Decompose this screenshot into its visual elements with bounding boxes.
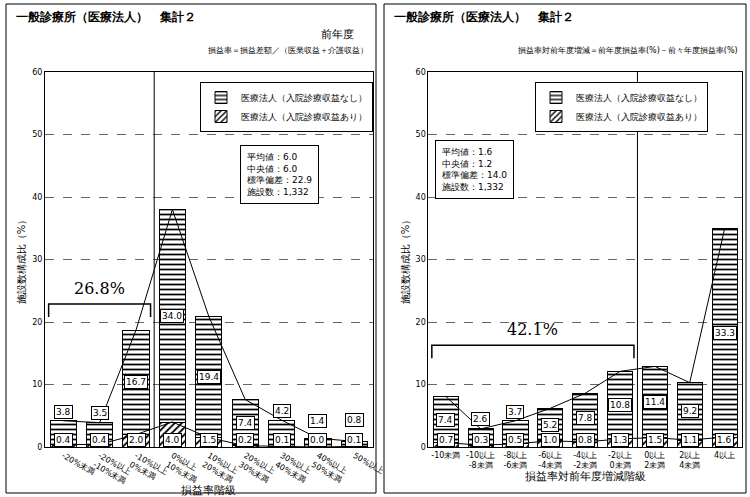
svg-text:34.0: 34.0: [162, 311, 182, 321]
svg-text:1.5: 1.5: [202, 435, 216, 445]
svg-text:0.1: 0.1: [347, 435, 361, 445]
svg-text:40: 40: [32, 193, 42, 202]
svg-text:50%以上: 50%以上: [351, 451, 385, 476]
svg-text:30: 30: [416, 255, 426, 264]
svg-text:30: 30: [32, 255, 42, 264]
svg-text:3.8: 3.8: [56, 407, 71, 417]
svg-text:-10%以上0%未満: -10%以上0%未満: [128, 451, 169, 486]
svg-text:1.5: 1.5: [648, 435, 662, 445]
svg-text:60: 60: [416, 68, 426, 77]
svg-text:0.7: 0.7: [439, 435, 453, 445]
svg-text:16.7: 16.7: [126, 377, 146, 387]
svg-text:50: 50: [416, 130, 426, 139]
svg-text:1.1: 1.1: [683, 435, 697, 445]
svg-text:施設数構成比（%）: 施設数構成比（%）: [16, 215, 27, 305]
svg-text:2.0: 2.0: [129, 435, 144, 445]
svg-text:40: 40: [416, 193, 426, 202]
svg-text:7.4: 7.4: [238, 418, 253, 428]
svg-text:0.4: 0.4: [92, 435, 107, 445]
svg-text:50: 50: [32, 130, 42, 139]
svg-text:3.7: 3.7: [508, 407, 522, 417]
svg-text:0%以上10%未満: 0%以上10%未満: [164, 451, 203, 485]
svg-text:4.0: 4.0: [165, 435, 180, 445]
svg-text:0.2: 0.2: [238, 435, 252, 445]
svg-text:-8以上-6未満: -8以上-6未満: [503, 451, 527, 470]
svg-text:20%以上30%未満: 20%以上30%未満: [237, 451, 276, 485]
svg-text:0.4: 0.4: [56, 435, 71, 445]
svg-text:医療法人（入院診療収益なし）: 医療法人（入院診療収益なし）: [576, 93, 702, 103]
svg-text:20: 20: [416, 318, 426, 327]
svg-text:40%以上50%未満: 40%以上50%未満: [310, 451, 349, 485]
svg-text:-20%未満: -20%未満: [60, 451, 96, 477]
svg-text:3.5: 3.5: [93, 408, 107, 418]
svg-text:9.2: 9.2: [683, 406, 697, 416]
svg-text:42.1%: 42.1%: [507, 320, 558, 339]
svg-text:19.4: 19.4: [199, 372, 219, 382]
svg-text:1.3: 1.3: [613, 435, 627, 445]
svg-text:7.8: 7.8: [578, 413, 593, 423]
svg-text:-10未満: -10未満: [431, 451, 460, 460]
svg-text:損益率対前年度増減＝前年度損益率(%)－前々年度損益率(%): 損益率対前年度増減＝前年度損益率(%)－前々年度損益率(%): [518, 46, 738, 55]
svg-text:5.2: 5.2: [543, 420, 557, 430]
svg-text:0.3: 0.3: [474, 435, 488, 445]
svg-text:前年度: 前年度: [321, 28, 354, 41]
svg-text:10: 10: [416, 380, 426, 389]
svg-text:0.8: 0.8: [578, 435, 593, 445]
svg-text:33.3: 33.3: [715, 328, 735, 338]
svg-text:損益率＝損益差額／（医業収益＋介護収益）: 損益率＝損益差額／（医業収益＋介護収益）: [208, 46, 368, 55]
svg-text:損益率対前年度増減階級: 損益率対前年度増減階級: [525, 470, 646, 483]
svg-text:-20%以上-10%未満: -20%以上-10%未満: [91, 451, 132, 486]
svg-text:一般診療所（医療法人） 集計２: 一般診療所（医療法人） 集計２: [394, 10, 574, 24]
svg-text:26.8%: 26.8%: [74, 279, 125, 298]
svg-text:10%以上20%未満: 10%以上20%未満: [201, 451, 240, 485]
svg-text:-6以上-4未満: -6以上-4未満: [538, 451, 562, 470]
svg-text:0.8: 0.8: [347, 415, 362, 425]
svg-text:0: 0: [421, 443, 426, 452]
svg-text:医療法人（入院診療収益あり）: 医療法人（入院診療収益あり）: [576, 112, 702, 122]
svg-text:施設数構成比（%）: 施設数構成比（%）: [400, 215, 411, 305]
svg-text:0.0: 0.0: [310, 435, 325, 445]
svg-text:2以上4未満: 2以上4未満: [679, 451, 700, 470]
svg-text:1.0: 1.0: [543, 435, 558, 445]
svg-text:医療法人（入院診療収益なし）: 医療法人（入院診療収益なし）: [241, 93, 367, 103]
svg-text:7.4: 7.4: [438, 415, 453, 425]
svg-text:1.4: 1.4: [310, 416, 325, 426]
svg-text:1.6: 1.6: [717, 435, 732, 445]
svg-text:0.1: 0.1: [275, 435, 289, 445]
svg-text:損益率階級: 損益率階級: [181, 484, 236, 497]
svg-text:10: 10: [32, 380, 42, 389]
svg-text:-2以上0未満: -2以上0未満: [608, 451, 632, 470]
svg-text:医療法人（入院診療収益あり）: 医療法人（入院診療収益あり）: [241, 112, 367, 122]
svg-text:-4以上-2未満: -4以上-2未満: [573, 451, 597, 470]
svg-text:4以上: 4以上: [714, 451, 735, 460]
svg-text:0以上2未満: 0以上2未満: [644, 451, 665, 470]
svg-text:平均値：6.0中央値：6.0標準偏差：22.9施設数：1,3: 平均値：6.0中央値：6.0標準偏差：22.9施設数：1,332: [247, 152, 312, 197]
svg-text:20: 20: [32, 318, 42, 327]
svg-text:-10以上-8未満: -10以上-8未満: [466, 451, 495, 470]
svg-text:4.2: 4.2: [275, 406, 289, 416]
svg-text:一般診療所（医療法人） 集計２: 一般診療所（医療法人） 集計２: [16, 10, 196, 24]
svg-text:11.4: 11.4: [645, 397, 665, 407]
svg-text:0: 0: [37, 443, 42, 452]
svg-text:60: 60: [32, 68, 42, 77]
svg-text:10.8: 10.8: [610, 400, 630, 410]
svg-text:平均値：1.6中央値：1.2標準偏差：14.0施設数：1,3: 平均値：1.6中央値：1.2標準偏差：14.0施設数：1,332: [442, 147, 507, 192]
svg-text:2.6: 2.6: [473, 414, 488, 424]
svg-text:0.5: 0.5: [508, 435, 522, 445]
svg-text:30%以上40%未満: 30%以上40%未満: [273, 451, 312, 485]
